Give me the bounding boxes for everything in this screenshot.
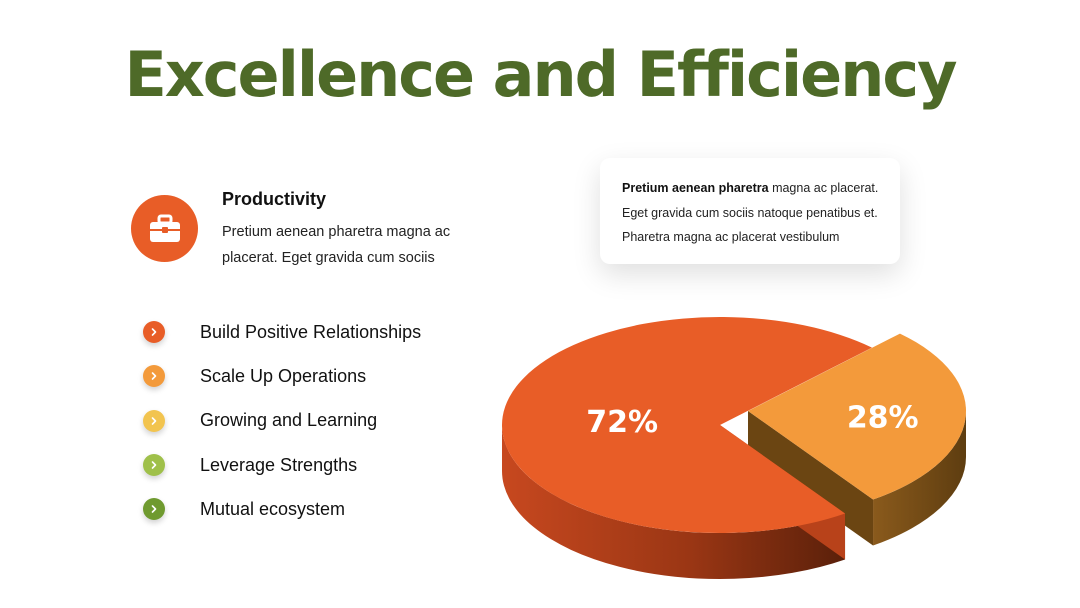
slice-label-72: 72% xyxy=(586,405,658,440)
feature-title: Productivity xyxy=(222,189,326,210)
pie-chart: 72% 28% xyxy=(490,300,970,580)
chevron-right-icon xyxy=(143,321,165,343)
bullet-item: Mutual ecosystem xyxy=(143,487,421,531)
bullet-item: Scale Up Operations xyxy=(143,354,421,398)
bullet-list: Build Positive Relationships Scale Up Op… xyxy=(143,310,421,531)
bullet-item: Leverage Strengths xyxy=(143,443,421,487)
bullet-item: Build Positive Relationships xyxy=(143,310,421,354)
bullet-item: Growing and Learning xyxy=(143,399,421,443)
bullet-label: Growing and Learning xyxy=(200,410,377,431)
briefcase-icon xyxy=(131,195,198,262)
chevron-right-icon xyxy=(143,365,165,387)
bullet-label: Mutual ecosystem xyxy=(200,499,345,520)
chevron-right-icon xyxy=(143,454,165,476)
chevron-right-icon xyxy=(143,498,165,520)
bullet-label: Build Positive Relationships xyxy=(200,322,421,343)
card-text: Pretium aenean pharetra magna ac placera… xyxy=(622,176,884,250)
slide-title: Excellence and Efficiency xyxy=(0,38,1080,111)
feature-description: Pretium aenean pharetra magna ac placera… xyxy=(222,219,482,271)
bullet-label: Scale Up Operations xyxy=(200,366,366,387)
card-bold-text: Pretium aenean pharetra xyxy=(622,181,769,195)
slice-label-28: 28% xyxy=(847,400,919,435)
bullet-label: Leverage Strengths xyxy=(200,455,357,476)
chevron-right-icon xyxy=(143,410,165,432)
info-card: Pretium aenean pharetra magna ac placera… xyxy=(600,158,900,264)
